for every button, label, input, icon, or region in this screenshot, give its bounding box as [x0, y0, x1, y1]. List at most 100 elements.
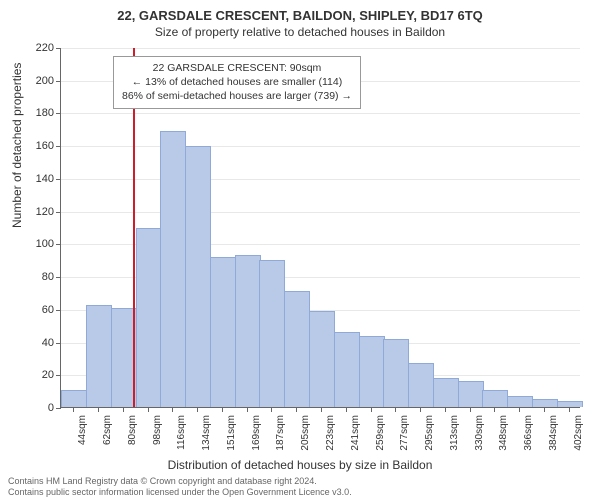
xtick-mark: [148, 407, 149, 412]
xtick-mark: [544, 407, 545, 412]
xtick-mark: [197, 407, 198, 412]
bar: [309, 311, 335, 407]
gridline: [61, 146, 580, 147]
xtick-mark: [172, 407, 173, 412]
y-axis-label: Number of detached properties: [10, 63, 24, 228]
ytick-mark: [56, 48, 61, 49]
xtick-mark: [73, 407, 74, 412]
footer-line2: Contains public sector information licen…: [8, 487, 352, 498]
ytick-mark: [56, 244, 61, 245]
ytick-mark: [56, 113, 61, 114]
bar: [482, 390, 508, 407]
ytick-label: 120: [24, 206, 54, 218]
ytick-mark: [56, 310, 61, 311]
bar: [61, 390, 87, 407]
ytick-mark: [56, 81, 61, 82]
xtick-mark: [271, 407, 272, 412]
xtick-label: 205sqm: [300, 415, 311, 451]
bar: [507, 396, 533, 407]
info-box: 22 GARSDALE CRESCENT: 90sqm← 13% of deta…: [113, 56, 361, 109]
ytick-label: 200: [24, 75, 54, 87]
bar: [235, 255, 261, 407]
title-sub: Size of property relative to detached ho…: [0, 23, 600, 39]
xtick-label: 62sqm: [102, 415, 113, 445]
ytick-label: 220: [24, 42, 54, 54]
plot-region: 02040608010012014016018020022044sqm62sqm…: [60, 48, 580, 408]
chart-container: 22, GARSDALE CRESCENT, BAILDON, SHIPLEY,…: [0, 0, 600, 500]
xtick-mark: [494, 407, 495, 412]
bar: [408, 363, 434, 407]
gridline: [61, 48, 580, 49]
xtick-mark: [420, 407, 421, 412]
xtick-mark: [247, 407, 248, 412]
xtick-mark: [98, 407, 99, 412]
ytick-label: 160: [24, 140, 54, 152]
xtick-label: 402sqm: [573, 415, 584, 451]
xtick-mark: [123, 407, 124, 412]
ytick-label: 0: [24, 402, 54, 414]
bar: [334, 332, 360, 407]
xtick-mark: [346, 407, 347, 412]
ytick-mark: [56, 408, 61, 409]
bar: [86, 305, 112, 407]
bar: [160, 131, 186, 407]
info-box-line2: ← 13% of detached houses are smaller (11…: [122, 75, 352, 89]
xtick-label: 330sqm: [474, 415, 485, 451]
gridline: [61, 113, 580, 114]
bar: [136, 228, 162, 407]
xtick-mark: [569, 407, 570, 412]
bar: [284, 291, 310, 407]
bar: [557, 401, 583, 407]
ytick-label: 100: [24, 238, 54, 250]
xtick-label: 98sqm: [152, 415, 163, 445]
chart-area: 02040608010012014016018020022044sqm62sqm…: [60, 48, 580, 408]
gridline: [61, 179, 580, 180]
ytick-label: 180: [24, 107, 54, 119]
ytick-label: 40: [24, 337, 54, 349]
xtick-label: 223sqm: [325, 415, 336, 451]
xtick-mark: [445, 407, 446, 412]
bar: [359, 336, 385, 407]
xtick-label: 44sqm: [77, 415, 88, 445]
xtick-label: 295sqm: [424, 415, 435, 451]
xtick-label: 169sqm: [251, 415, 262, 451]
xtick-label: 277sqm: [399, 415, 410, 451]
footer-line1: Contains HM Land Registry data © Crown c…: [8, 476, 352, 487]
ytick-label: 140: [24, 173, 54, 185]
footer-attribution: Contains HM Land Registry data © Crown c…: [8, 476, 352, 498]
ytick-label: 20: [24, 369, 54, 381]
xtick-label: 241sqm: [350, 415, 361, 451]
bar: [210, 257, 236, 407]
xtick-label: 151sqm: [226, 415, 237, 451]
xtick-label: 259sqm: [375, 415, 386, 451]
ytick-label: 60: [24, 304, 54, 316]
ytick-mark: [56, 146, 61, 147]
xtick-mark: [470, 407, 471, 412]
bar: [458, 381, 484, 407]
x-axis-label: Distribution of detached houses by size …: [0, 458, 600, 472]
xtick-mark: [519, 407, 520, 412]
xtick-label: 134sqm: [201, 415, 212, 451]
bar: [259, 260, 285, 407]
bar: [185, 146, 211, 407]
xtick-label: 348sqm: [498, 415, 509, 451]
ytick-mark: [56, 277, 61, 278]
xtick-mark: [371, 407, 372, 412]
ytick-mark: [56, 212, 61, 213]
ytick-label: 80: [24, 271, 54, 283]
xtick-label: 366sqm: [523, 415, 534, 451]
xtick-label: 187sqm: [275, 415, 286, 451]
xtick-mark: [296, 407, 297, 412]
xtick-mark: [321, 407, 322, 412]
xtick-label: 80sqm: [127, 415, 138, 445]
bar: [383, 339, 409, 407]
bar: [532, 399, 558, 407]
ytick-mark: [56, 343, 61, 344]
xtick-label: 384sqm: [548, 415, 559, 451]
info-box-line3: 86% of semi-detached houses are larger (…: [122, 89, 352, 103]
ytick-mark: [56, 375, 61, 376]
xtick-mark: [395, 407, 396, 412]
xtick-label: 313sqm: [449, 415, 460, 451]
ytick-mark: [56, 179, 61, 180]
bar: [433, 378, 459, 407]
